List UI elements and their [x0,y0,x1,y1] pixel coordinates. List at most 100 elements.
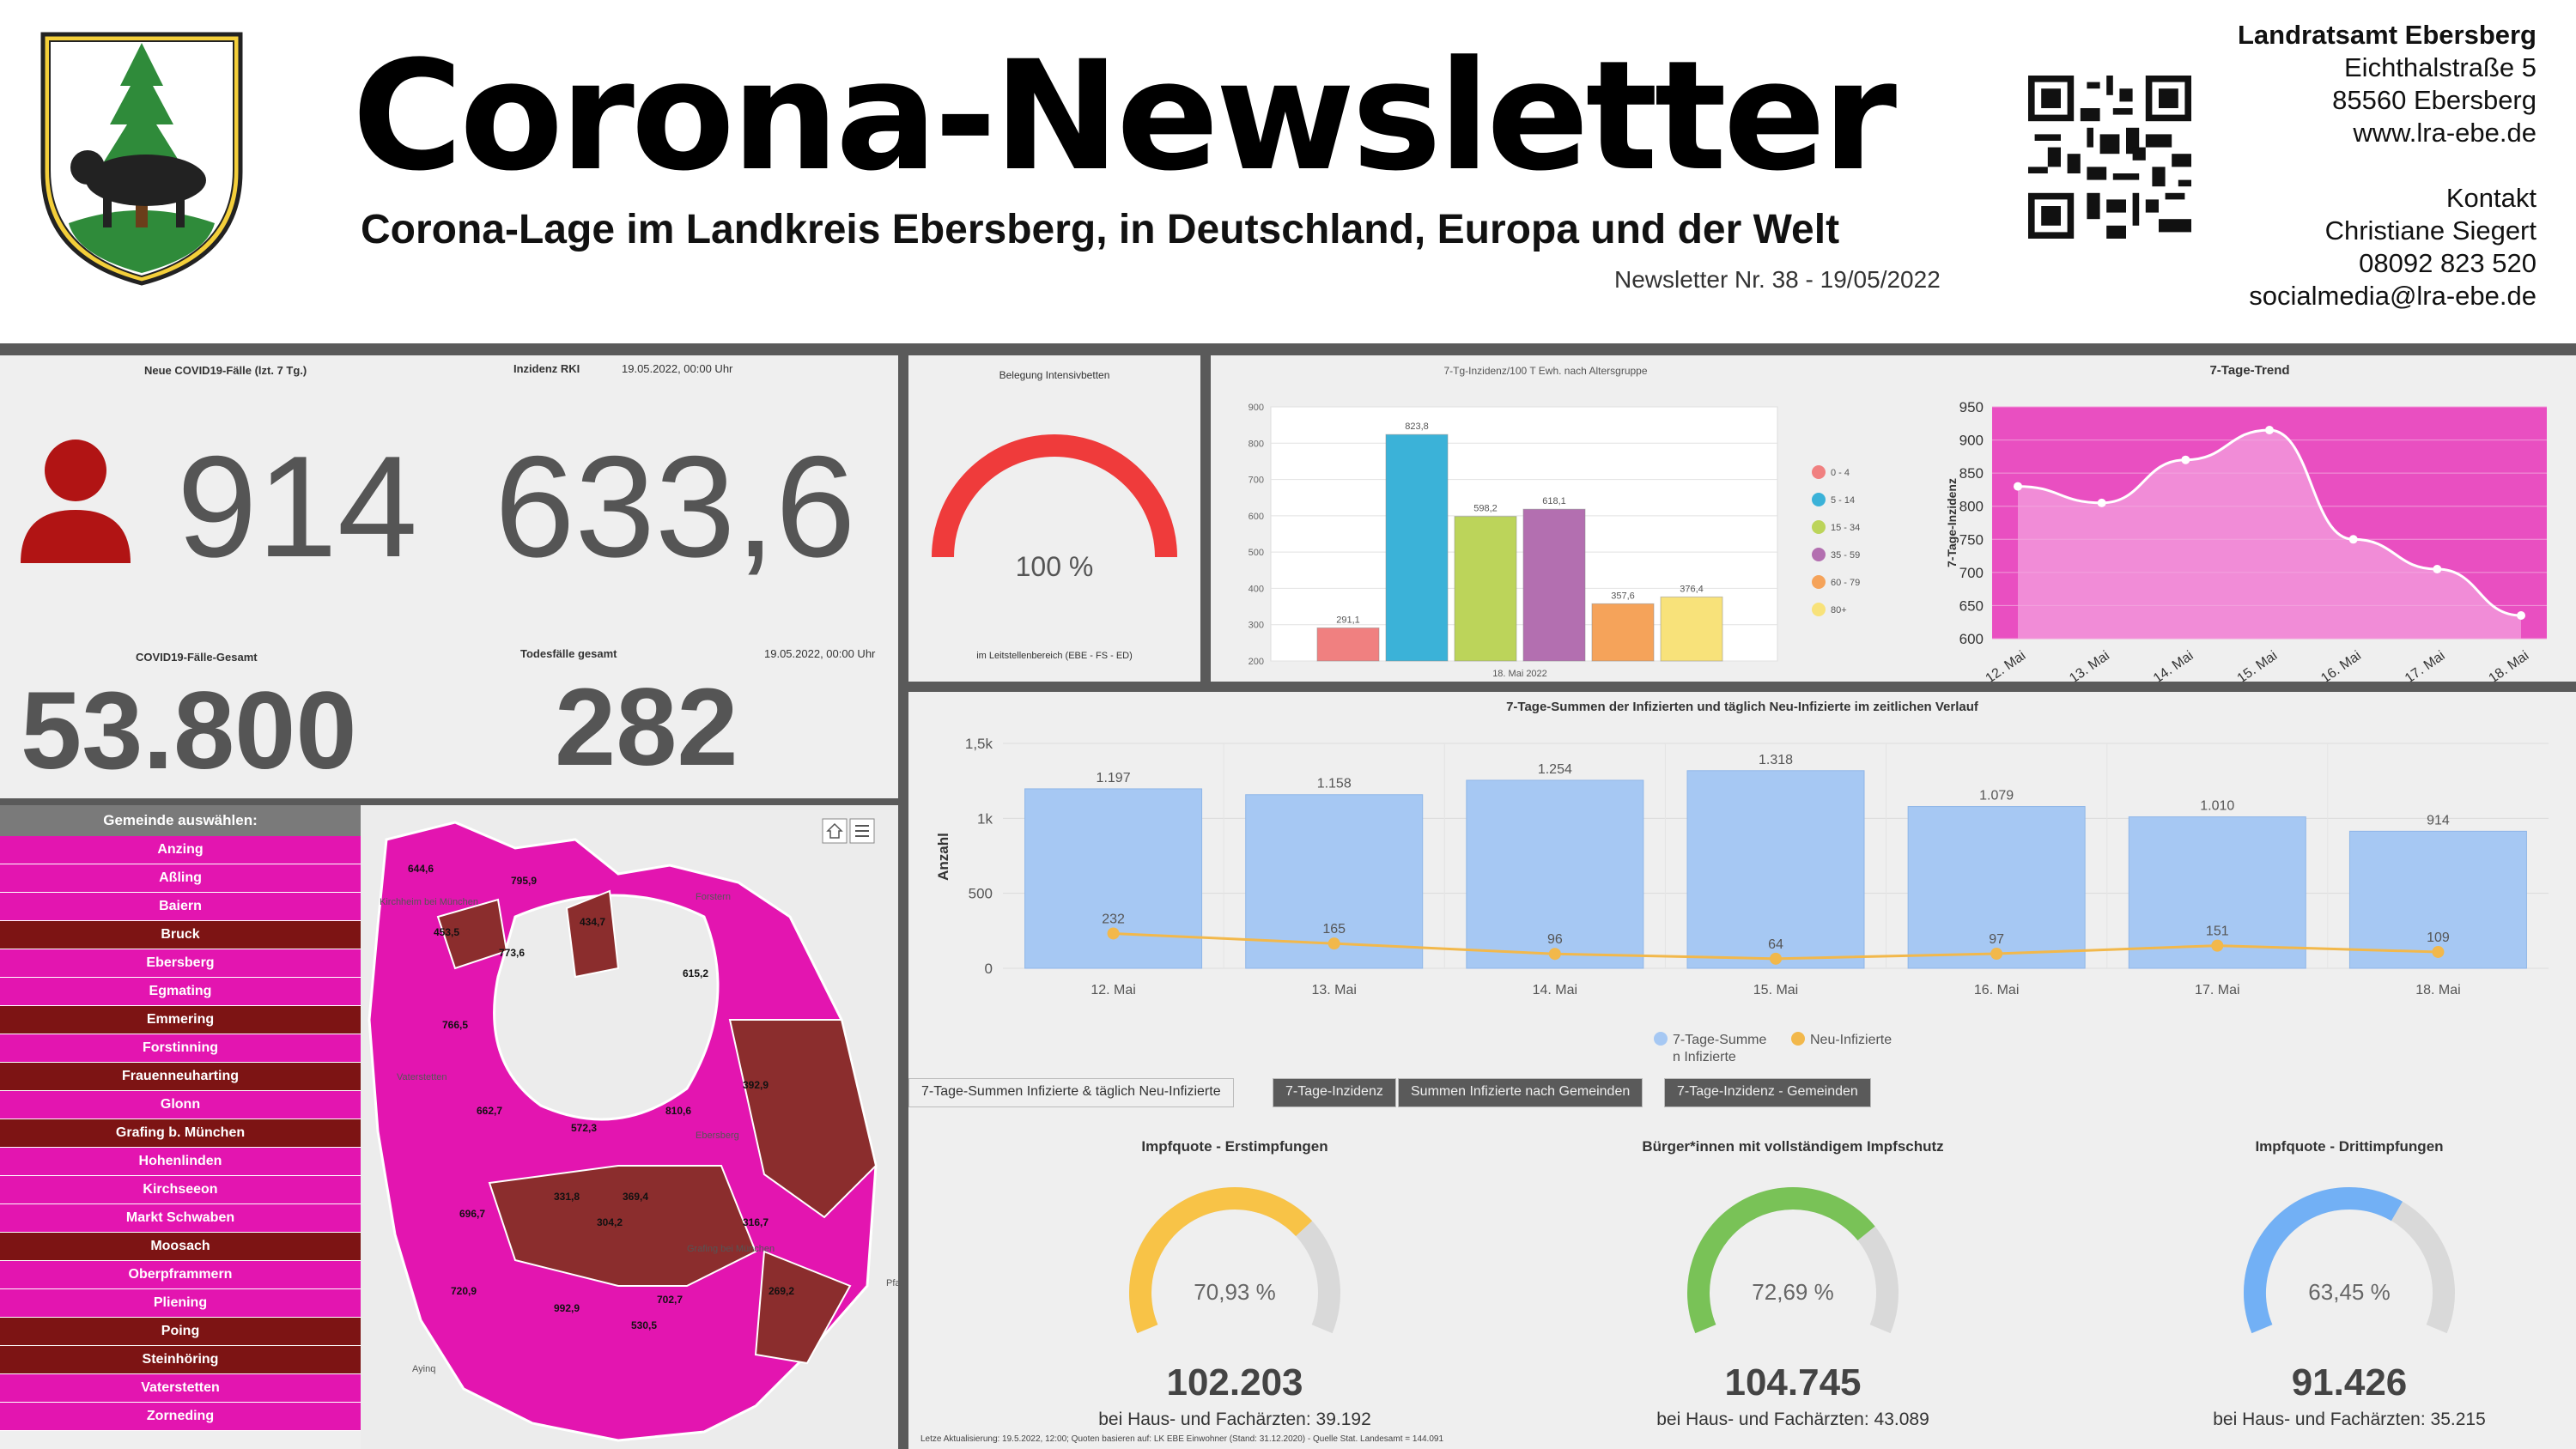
trend-xtick: 16. Mai [2318,648,2364,682]
trend-ytick: 600 [1959,631,1984,647]
age-ytick: 900 [1249,403,1264,413]
trend-ytick: 800 [1959,499,1984,515]
vaccination-total: 91.426 [2291,1361,2408,1404]
map-incidence-label: 316,7 [743,1216,769,1228]
vaccination-title: Impfquote - Drittimpfungen [2255,1138,2444,1155]
district-map-canvas[interactable]: 644,6 795,9 434,7 453,5 773,6 615,2 766,5 392,9… [361,805,898,1449]
map-incidence-label: 644,6 [408,863,434,875]
municipality-item[interactable]: Vaterstetten [0,1374,361,1403]
trend-chart: 7-Tage-Trend 600 650 700 750 800 850 900 950 7-Ta… [1945,363,2547,682]
vaccination-panel: Impfquote - Erstimpfungen 70,93 % 102.203 b… [908,1121,2576,1449]
age-ytick: 200 [1249,657,1264,667]
municipality-item[interactable]: Grafing b. München [0,1119,361,1148]
sum-xtick: 12. Mai [1091,983,1135,997]
icu-title: Belegung Intensivbetten [999,369,1110,381]
contact-email-link[interactable]: socialmedia@lra-ebe.de [2249,281,2537,311]
vaccination-card: Bürger*innen mit vollständigem Impfschut… [1578,1121,2008,1447]
sum-legend-swatch-a [1654,1032,1668,1046]
map-municipality-low[interactable] [565,889,620,979]
vaccination-card: Impfquote - Drittimpfungen 63,45 % 91.426 b… [2135,1121,2564,1447]
vaccination-gauge: 63,45 % [2244,1187,2455,1334]
vaccination-pct: 63,45 % [2308,1279,2390,1305]
trend-point [2265,426,2274,434]
municipality-item[interactable]: Zorneding [0,1403,361,1431]
map-incidence-label: 810,6 [665,1105,691,1117]
municipality-item[interactable]: Pliening [0,1289,361,1318]
municipality-item[interactable]: Forstinning [0,1034,361,1063]
tab-incidence-by-municipality[interactable]: 7-Tage-Inzidenz - Gemeinden [1664,1078,1871,1107]
new-cases-value: 914 [177,426,418,587]
municipality-item[interactable]: Baiern [0,893,361,921]
municipality-item[interactable]: Egmating [0,978,361,1006]
trend-xtick: 15. Mai [2235,648,2281,682]
municipality-item[interactable]: Frauenneuharting [0,1063,361,1091]
org-website-link[interactable]: www.lra-ebe.de [2353,118,2537,148]
qr-code-icon[interactable] [2028,76,2191,239]
sum-ylabel: Anzahl [935,833,951,881]
contact-block: Landratsamt Ebersberg Eichthalstraße 5 8… [2238,19,2537,312]
municipality-item[interactable]: Glonn [0,1091,361,1119]
age-bar [1454,516,1517,662]
map-municipality-low[interactable] [436,898,508,970]
municipality-item[interactable]: Poing [0,1318,361,1346]
sum-legend-swatch-b[interactable] [1791,1032,1805,1046]
map-incidence-label: 702,7 [657,1294,683,1306]
municipality-item[interactable]: Bruck [0,921,361,949]
municipality-item[interactable]: Hohenlinden [0,1148,361,1176]
municipality-item[interactable]: Kirchseeon [0,1176,361,1204]
trend-xtick: 18. Mai [2487,648,2532,682]
map-municipality-low[interactable] [728,1019,878,1219]
age-bar-label: 357,6 [1611,591,1635,601]
map-incidence-label: 369,4 [623,1191,648,1203]
contact-phone: 08092 823 520 [2359,248,2537,278]
vaccination-pct: 70,93 % [1194,1279,1275,1305]
sum-line-point [1107,927,1120,940]
municipality-item[interactable]: Aßling [0,864,361,893]
municipality-item[interactable]: Markt Schwaben [0,1204,361,1233]
tab-sums-by-municipality[interactable]: Summen Infizierte nach Gemeinden [1398,1078,1643,1107]
tab-7day-incidence[interactable]: 7-Tage-Inzidenz [1273,1078,1396,1107]
map-incidence-label: 615,2 [683,967,708,979]
age-bar-label: 598,2 [1473,504,1498,514]
sum-bar-label: 1.318 [1759,753,1793,767]
sum-bar [2348,830,2527,969]
map-place-name: Forstern [696,892,731,902]
map-municipality-low[interactable] [754,1250,852,1365]
page-title: Corona-Newsletter [352,28,1897,204]
home-icon [826,822,843,839]
trend-ytick: 700 [1959,565,1984,581]
sum-bar [1466,779,1644,969]
trend-ytick: 650 [1959,597,1984,614]
municipality-item[interactable]: Emmering [0,1006,361,1034]
map-municipality-low[interactable] [488,1165,757,1287]
age-legend-swatch [1812,603,1826,616]
map-home-button[interactable] [822,818,848,844]
district-map[interactable]: 644,6 795,9 434,7 453,5 773,6 615,2 766,5 392,9… [361,805,898,1449]
icu-gauge: 100 % [932,434,1177,582]
age-bar-label: 376,4 [1680,584,1704,594]
age-ytick: 700 [1249,476,1264,486]
municipality-item[interactable]: Ebersberg [0,949,361,978]
sum-bar-label: 1.197 [1097,771,1131,785]
trend-title: 7-Tage-Trend [2209,363,2289,378]
municipality-item[interactable]: Oberpframmern [0,1261,361,1289]
total-cases-value: 53.800 [21,670,357,792]
municipality-item[interactable]: Anzing [0,836,361,864]
icu-gauge-track [932,434,1177,558]
map-place-name: Ayinq [412,1364,435,1374]
sum-line-label: 151 [2206,925,2229,939]
vaccination-card: Impfquote - Erstimpfungen 70,93 % 102.203 b… [1020,1121,1449,1447]
sum-xtick: 17. Mai [2195,983,2239,997]
sum-bar-label: 1.158 [1317,777,1352,791]
age-ytick: 500 [1249,548,1264,558]
sum-line-label: 232 [1102,912,1125,926]
deaths-date: 19.05.2022, 00:00 Uhr [764,647,876,660]
vaccination-gauge: 72,69 % [1687,1187,1899,1334]
municipality-item[interactable]: Moosach [0,1233,361,1261]
trend-ytick: 750 [1959,531,1984,548]
municipality-item[interactable]: Steinhöring [0,1346,361,1374]
tab-weekly-sum[interactable]: 7-Tage-Summen Infizierte & täglich Neu-I… [908,1078,1234,1107]
sum-bar-label: 1.010 [2200,799,2234,814]
age-ytick: 600 [1249,512,1264,522]
sum-line-point [1548,948,1561,961]
